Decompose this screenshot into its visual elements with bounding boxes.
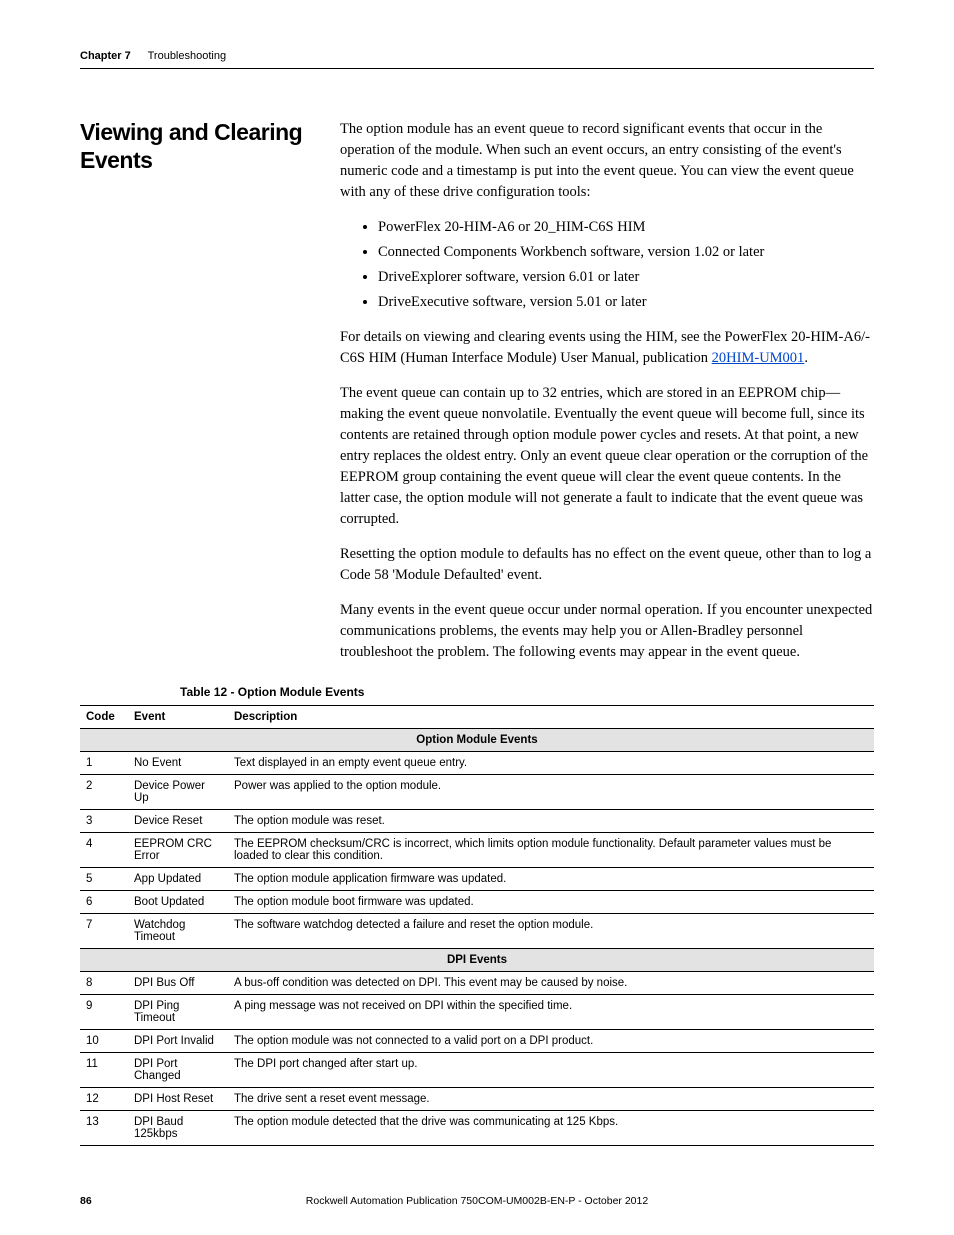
cell-desc: The option module was not connected to a… <box>228 1030 874 1053</box>
cell-event: EEPROM CRC Error <box>128 833 228 868</box>
tool-item: DriveExecutive software, version 5.01 or… <box>378 292 874 313</box>
tool-item: DriveExplorer software, version 6.01 or … <box>378 267 874 288</box>
table-row: 4EEPROM CRC ErrorThe EEPROM checksum/CRC… <box>80 833 874 868</box>
cell-desc: The option module detected that the driv… <box>228 1111 874 1146</box>
col-header-event: Event <box>128 706 228 729</box>
cell-event: Watchdog Timeout <box>128 914 228 949</box>
events-table: Code Event Description Option Module Eve… <box>80 705 874 1146</box>
chapter-label: Chapter 7 <box>80 50 131 62</box>
table-row: 13DPI Baud 125kbpsThe option module dete… <box>80 1111 874 1146</box>
table-section-label: DPI Events <box>80 949 874 972</box>
table-row: 1No EventText displayed in an empty even… <box>80 752 874 775</box>
cell-code: 7 <box>80 914 128 949</box>
cell-code: 9 <box>80 995 128 1030</box>
table-row: 12DPI Host ResetThe drive sent a reset e… <box>80 1088 874 1111</box>
cell-code: 6 <box>80 891 128 914</box>
cell-desc: The option module was reset. <box>228 810 874 833</box>
cell-code: 3 <box>80 810 128 833</box>
cell-desc: The software watchdog detected a failure… <box>228 914 874 949</box>
table-section-label: Option Module Events <box>80 729 874 752</box>
cell-desc: A ping message was not received on DPI w… <box>228 995 874 1030</box>
cell-event: Device Power Up <box>128 775 228 810</box>
cell-event: Device Reset <box>128 810 228 833</box>
chapter-title: Troubleshooting <box>148 50 226 62</box>
reset-paragraph: Resetting the option module to defaults … <box>340 544 874 586</box>
table-row: 9DPI Ping TimeoutA ping message was not … <box>80 995 874 1030</box>
table-row: 11DPI Port ChangedThe DPI port changed a… <box>80 1053 874 1088</box>
cell-code: 12 <box>80 1088 128 1111</box>
cell-desc: The EEPROM checksum/CRC is incorrect, wh… <box>228 833 874 868</box>
tools-list: PowerFlex 20-HIM-A6 or 20_HIM-C6S HIM Co… <box>340 217 874 313</box>
cell-event: DPI Port Changed <box>128 1053 228 1088</box>
page-header: Chapter 7 Troubleshooting <box>80 50 874 69</box>
table-row: 2Device Power UpPower was applied to the… <box>80 775 874 810</box>
cell-desc: Text displayed in an empty event queue e… <box>228 752 874 775</box>
cell-code: 8 <box>80 972 128 995</box>
table-section-row: DPI Events <box>80 949 874 972</box>
body-column: The option module has an event queue to … <box>340 119 874 677</box>
cell-code: 10 <box>80 1030 128 1053</box>
cell-code: 5 <box>80 868 128 891</box>
tool-item: PowerFlex 20-HIM-A6 or 20_HIM-C6S HIM <box>378 217 874 238</box>
section-heading: Viewing and Clearing Events <box>80 119 340 174</box>
col-header-code: Code <box>80 706 128 729</box>
cell-code: 2 <box>80 775 128 810</box>
cell-event: DPI Baud 125kbps <box>128 1111 228 1146</box>
table-title: Table 12 - Option Module Events <box>180 685 874 699</box>
details-post: . <box>804 350 808 366</box>
table-row: 7Watchdog TimeoutThe software watchdog d… <box>80 914 874 949</box>
cell-desc: The option module application firmware w… <box>228 868 874 891</box>
cell-code: 1 <box>80 752 128 775</box>
table-row: 8DPI Bus OffA bus-off condition was dete… <box>80 972 874 995</box>
events-tbody: Option Module Events1No EventText displa… <box>80 729 874 1146</box>
table-row: 6Boot UpdatedThe option module boot firm… <box>80 891 874 914</box>
table-row: 5App UpdatedThe option module applicatio… <box>80 868 874 891</box>
details-paragraph: For details on viewing and clearing even… <box>340 327 874 369</box>
cell-desc: A bus-off condition was detected on DPI.… <box>228 972 874 995</box>
intro-paragraph: The option module has an event queue to … <box>340 119 874 203</box>
eeprom-paragraph: The event queue can contain up to 32 ent… <box>340 383 874 530</box>
footer-publication: Rockwell Automation Publication 750COM-U… <box>80 1195 874 1207</box>
cell-code: 4 <box>80 833 128 868</box>
page-footer: 86 Rockwell Automation Publication 750CO… <box>80 1195 874 1207</box>
cell-event: No Event <box>128 752 228 775</box>
manual-link[interactable]: 20HIM-UM001 <box>712 350 805 366</box>
cell-event: DPI Bus Off <box>128 972 228 995</box>
cell-event: DPI Port Invalid <box>128 1030 228 1053</box>
tool-item: Connected Components Workbench software,… <box>378 242 874 263</box>
cell-event: Boot Updated <box>128 891 228 914</box>
many-events-paragraph: Many events in the event queue occur und… <box>340 600 874 663</box>
table-row: 3Device ResetThe option module was reset… <box>80 810 874 833</box>
cell-desc: The drive sent a reset event message. <box>228 1088 874 1111</box>
table-section-row: Option Module Events <box>80 729 874 752</box>
cell-event: DPI Ping Timeout <box>128 995 228 1030</box>
cell-desc: The DPI port changed after start up. <box>228 1053 874 1088</box>
cell-event: App Updated <box>128 868 228 891</box>
cell-desc: The option module boot firmware was upda… <box>228 891 874 914</box>
cell-code: 13 <box>80 1111 128 1146</box>
cell-event: DPI Host Reset <box>128 1088 228 1111</box>
cell-desc: Power was applied to the option module. <box>228 775 874 810</box>
table-row: 10DPI Port InvalidThe option module was … <box>80 1030 874 1053</box>
cell-code: 11 <box>80 1053 128 1088</box>
col-header-desc: Description <box>228 706 874 729</box>
